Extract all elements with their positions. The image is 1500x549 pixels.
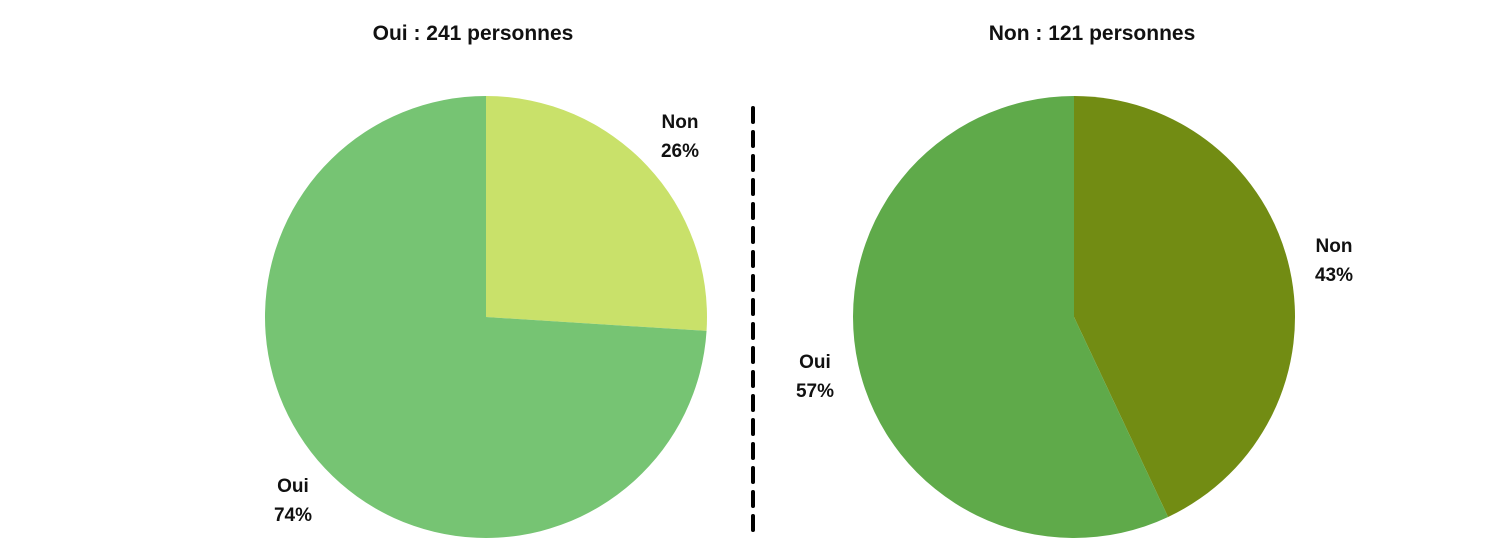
- pie-slice-oui-oui: [264, 96, 707, 538]
- slice-label-oui-oui: Oui: [277, 476, 309, 497]
- pie-chart-non: Non : 121 personnes Non 43% Oui 57%: [796, 22, 1353, 538]
- slice-label-non-non: Non: [1316, 236, 1353, 257]
- chart-title-oui: Oui : 241 personnes: [373, 22, 574, 45]
- pie-slice-non-oui: [853, 96, 1169, 538]
- pie-slice-non-non: [1074, 95, 1296, 517]
- chart-title-non: Non : 121 personnes: [989, 22, 1196, 45]
- slice-value-non-oui: 57%: [796, 381, 834, 402]
- pie-chart-oui: Oui : 241 personnes Non 26% Oui 74%: [264, 22, 707, 538]
- slice-label-oui-non: Non: [662, 112, 699, 133]
- slice-label-non-oui: Oui: [799, 352, 831, 373]
- pie-slice-oui-non: [486, 96, 707, 331]
- slice-value-non-non: 43%: [1315, 265, 1353, 286]
- slice-value-oui-oui: 74%: [274, 505, 312, 526]
- slice-value-oui-non: 26%: [661, 141, 699, 162]
